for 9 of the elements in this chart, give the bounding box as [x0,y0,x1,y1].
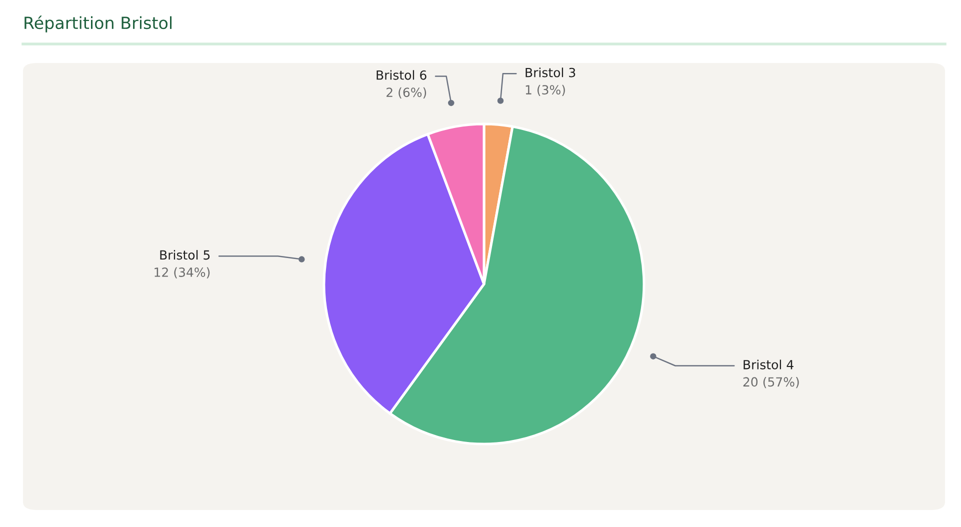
slice-label: Bristol 6 [376,70,426,80]
data-label: 20 (57%) [743,376,799,388]
slice-label: Bristol 3 [526,68,576,78]
slice-label: Bristol 4 [744,360,794,370]
slice-label: Bristol 5 [160,250,210,260]
data-label: 12 (34%) [154,267,210,278]
chart-title: Répartition Bristol [24,16,172,32]
data-label: 1 (3%) [526,84,565,96]
data-label: 2 (6%) [386,87,426,99]
